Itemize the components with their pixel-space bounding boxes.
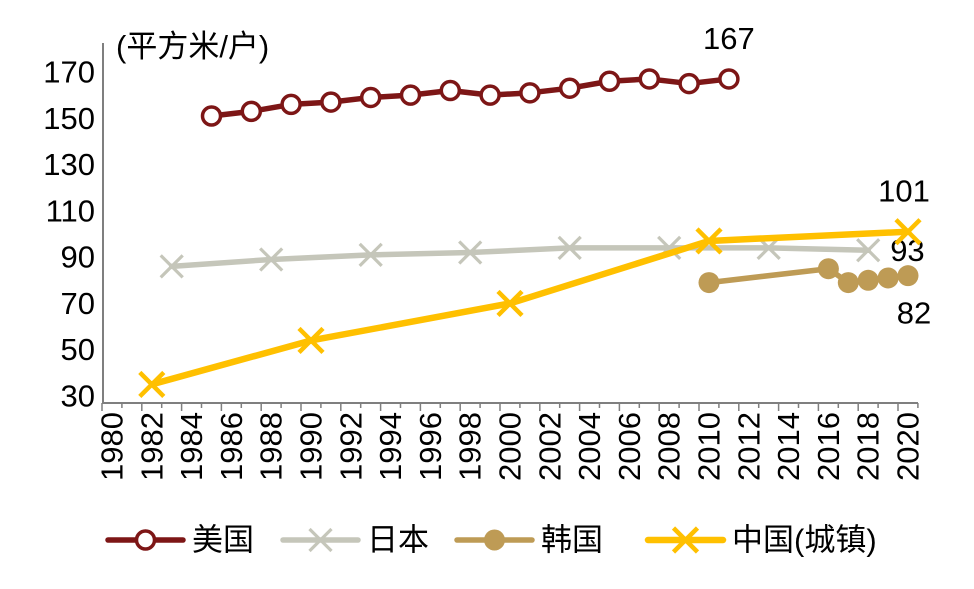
open-circle-marker [479,84,501,106]
x-tick-label: 1984 [174,412,209,481]
series-2: 82 [698,258,931,331]
series-0: 167 [200,21,755,127]
series-end-value-label: 101 [878,174,930,209]
open-circle-marker [598,70,621,93]
open-circle-marker [240,100,263,123]
x-tick-label: 2016 [811,412,846,481]
series-line [168,245,871,270]
y-tick-label: 110 [46,193,95,228]
legend-label: 中国(城镇) [732,523,877,558]
x-tick-label: 2000 [493,412,528,481]
x-marker [297,326,325,355]
x-tick-label: 2002 [532,412,567,481]
legend-item-3: 中国(城镇) [644,523,877,558]
x-tick-label: 2004 [572,412,607,481]
series-3: 101 [138,174,930,399]
y-tick-label: 50 [61,332,95,367]
x-marker [308,527,333,553]
dot-marker [857,269,879,291]
dot-marker [877,267,899,289]
y-tick-label: 70 [61,286,95,321]
x-tick-label: 1992 [333,412,368,481]
y-tick-label: 130 [43,147,95,182]
y-tick-label: 170 [43,54,95,89]
dot-marker [837,272,859,294]
open-circle-marker [200,105,223,127]
x-marker [557,235,582,261]
open-circle-marker [638,68,661,90]
x-marker [358,242,383,267]
x-tick-label: 2012 [731,412,766,481]
legend-item-0: 美国 [105,523,254,558]
open-circle-marker [439,79,462,102]
dot-marker [897,265,919,287]
x-tick-label: 2020 [891,412,926,481]
open-circle-marker [399,84,422,106]
series-end-value-label: 167 [703,21,755,56]
axis-unit-label: (平方米/户) [116,29,269,64]
x-marker [458,240,483,265]
x-tick-label: 2006 [612,412,647,481]
open-circle-marker [718,68,740,90]
y-axis-labels: 30 50 70 90 110 130 150 170 [43,54,95,413]
legend-label: 韩国 [541,523,603,558]
x-marker [894,218,922,246]
x-tick-label: 1982 [134,412,169,481]
axes [101,43,919,411]
series-end-value-label: 82 [897,296,931,331]
series-1: 93 [159,233,925,279]
dot-marker [817,258,839,280]
x-tick-label: 1990 [294,412,329,481]
x-tick-label: 2010 [692,412,727,481]
x-tick-label: 2008 [652,412,687,481]
x-tick-label: 2014 [771,412,806,481]
series-end-value-label: 93 [890,233,924,268]
legend-label: 日本 [367,523,429,558]
open-circle-marker [134,529,157,551]
open-circle-marker [519,82,541,104]
legend-label: 美国 [192,523,254,558]
open-circle-marker [320,91,342,113]
x-marker [671,526,700,554]
open-circle-marker [678,72,700,95]
x-marker [138,370,166,399]
x-tick-label: 1980 [95,412,130,481]
open-circle-marker [558,77,581,99]
x-tick-label: 1994 [373,412,408,481]
y-tick-label: 30 [61,379,95,414]
x-tick-label: 1988 [254,412,289,481]
dot-marker [698,272,720,294]
x-marker [159,254,184,279]
x-tick-label: 1996 [413,412,448,481]
x-marker [856,238,881,263]
x-marker [695,227,723,255]
dot-marker [484,529,505,551]
legend: 美国 日本 韩国 中国(城镇) [105,523,877,558]
open-circle-marker [359,86,382,109]
legend-item-1: 日本 [280,523,429,558]
open-circle-marker [280,93,302,116]
x-marker [496,289,524,318]
x-tick-label: 1986 [214,412,249,481]
x-tick-label: 2018 [851,412,886,481]
x-marker [259,247,284,272]
x-tick-label: 1998 [453,412,488,481]
y-tick-label: 90 [61,240,95,275]
y-tick-label: 150 [43,101,95,136]
x-axis-labels: 1980 1982 1984 1986 1988 1990 1992 1994 1996 1998… [95,412,926,481]
legend-item-2: 韩国 [454,523,603,558]
